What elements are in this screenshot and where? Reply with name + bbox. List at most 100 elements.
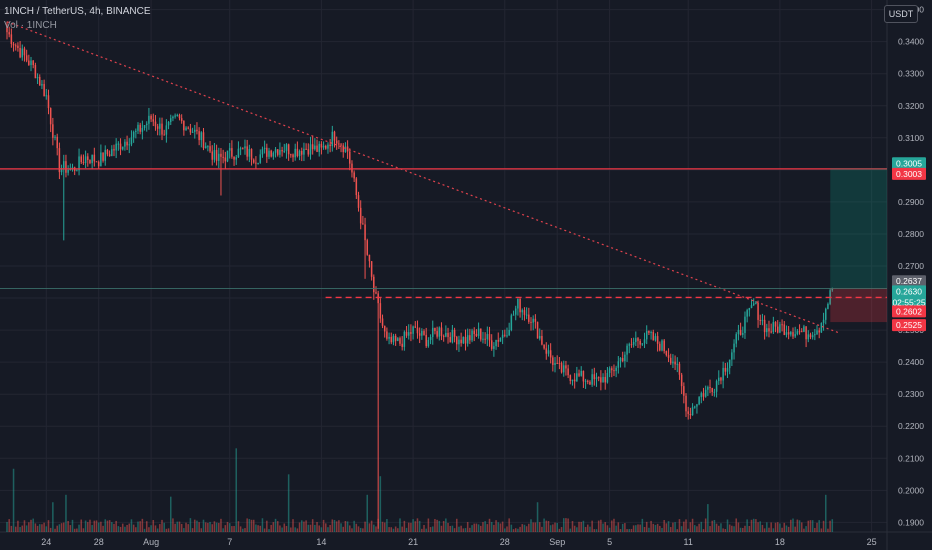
volume-bar bbox=[501, 521, 504, 532]
candle-body bbox=[761, 319, 764, 321]
candle-body bbox=[381, 318, 384, 326]
candle-body bbox=[412, 326, 414, 334]
candle-body bbox=[167, 121, 170, 126]
candle-body bbox=[689, 413, 692, 416]
candle-body bbox=[676, 363, 679, 365]
volume-bar bbox=[45, 526, 48, 532]
candle-body bbox=[672, 361, 674, 364]
candle-body bbox=[532, 318, 534, 323]
candle-body bbox=[316, 145, 318, 152]
candle-body bbox=[124, 141, 126, 147]
candle-body bbox=[458, 339, 460, 345]
candle-body bbox=[63, 161, 65, 168]
candle-body bbox=[117, 143, 120, 145]
volume-bar bbox=[595, 529, 598, 532]
candle-body bbox=[58, 148, 61, 173]
candle-body bbox=[680, 374, 683, 387]
candle-body bbox=[126, 141, 128, 146]
volume-bar bbox=[648, 527, 650, 532]
candle-body bbox=[661, 340, 663, 351]
volume-bar bbox=[416, 518, 419, 532]
volume-bar bbox=[744, 525, 746, 532]
candle-body bbox=[530, 321, 532, 323]
volume-bar bbox=[816, 522, 818, 532]
candle-body bbox=[161, 123, 163, 135]
candle-body bbox=[235, 157, 238, 160]
candle-body bbox=[329, 144, 331, 147]
volume-bar bbox=[831, 519, 834, 532]
candle-body bbox=[252, 159, 255, 163]
candle-body bbox=[748, 307, 751, 311]
candle-body bbox=[431, 327, 434, 337]
candle-body bbox=[178, 115, 181, 119]
candle-body bbox=[215, 149, 218, 161]
volume-bar bbox=[342, 526, 344, 532]
volume-bar bbox=[351, 528, 353, 532]
candle-body bbox=[152, 119, 155, 122]
currency-button[interactable]: USDT bbox=[884, 5, 918, 23]
volume-bar bbox=[696, 526, 698, 532]
candle-body bbox=[497, 339, 500, 342]
volume-bar bbox=[436, 519, 438, 532]
candle-body bbox=[613, 370, 615, 372]
volume-bar bbox=[495, 520, 497, 532]
volume-bar bbox=[674, 522, 676, 532]
candle-body bbox=[139, 124, 141, 132]
candle-body bbox=[728, 359, 731, 369]
volume-bar bbox=[556, 522, 558, 532]
volume-bar bbox=[379, 476, 382, 532]
candle-body bbox=[65, 161, 67, 173]
volume-bar bbox=[499, 523, 502, 532]
volume-bar bbox=[76, 528, 78, 532]
candle-body bbox=[466, 335, 469, 344]
candle-body bbox=[368, 254, 371, 262]
descending-trendline bbox=[6, 21, 841, 334]
volume-bar bbox=[746, 519, 748, 532]
volume-bar bbox=[322, 519, 325, 532]
candle-body bbox=[89, 160, 91, 164]
volume-bar bbox=[711, 520, 713, 532]
volume-bar bbox=[263, 528, 266, 532]
candle-body bbox=[248, 149, 251, 157]
candle-body bbox=[43, 84, 45, 97]
x-tick-label: 18 bbox=[775, 537, 785, 547]
volume-bar bbox=[742, 527, 744, 532]
candle-body bbox=[506, 335, 508, 337]
candle-body bbox=[194, 129, 196, 132]
candle-body bbox=[779, 324, 781, 333]
candle-body bbox=[621, 357, 624, 362]
candle-body bbox=[602, 376, 604, 383]
candle-body bbox=[45, 95, 48, 97]
volume-bar bbox=[475, 523, 478, 532]
candle-body bbox=[569, 375, 572, 381]
candle-body bbox=[52, 124, 54, 138]
candle-body bbox=[674, 361, 676, 365]
candle-body bbox=[702, 393, 705, 397]
candle-body bbox=[224, 157, 227, 162]
candle-body bbox=[818, 330, 820, 333]
candle-body bbox=[23, 48, 26, 56]
candle-body bbox=[174, 115, 176, 117]
volume-bar bbox=[582, 520, 585, 532]
volume-bar bbox=[591, 520, 593, 532]
volume-bar bbox=[314, 524, 316, 532]
candle-body bbox=[318, 143, 320, 152]
candle-body bbox=[436, 331, 438, 337]
candle-body bbox=[185, 127, 187, 131]
volume-bar bbox=[60, 523, 63, 532]
volume-bar bbox=[462, 528, 465, 532]
candle-body bbox=[196, 129, 198, 132]
volume-bar bbox=[165, 528, 168, 532]
candle-body bbox=[744, 316, 746, 333]
volume-bar bbox=[619, 529, 622, 532]
volume-bar bbox=[755, 519, 757, 532]
candle-body bbox=[556, 362, 558, 364]
candle-body bbox=[231, 148, 233, 157]
volume-bar bbox=[748, 525, 751, 532]
candle-body bbox=[54, 136, 56, 138]
volume-bar bbox=[353, 520, 355, 532]
volume-bar bbox=[399, 518, 401, 532]
volume-bar bbox=[366, 494, 369, 532]
volume-bar bbox=[309, 524, 312, 532]
